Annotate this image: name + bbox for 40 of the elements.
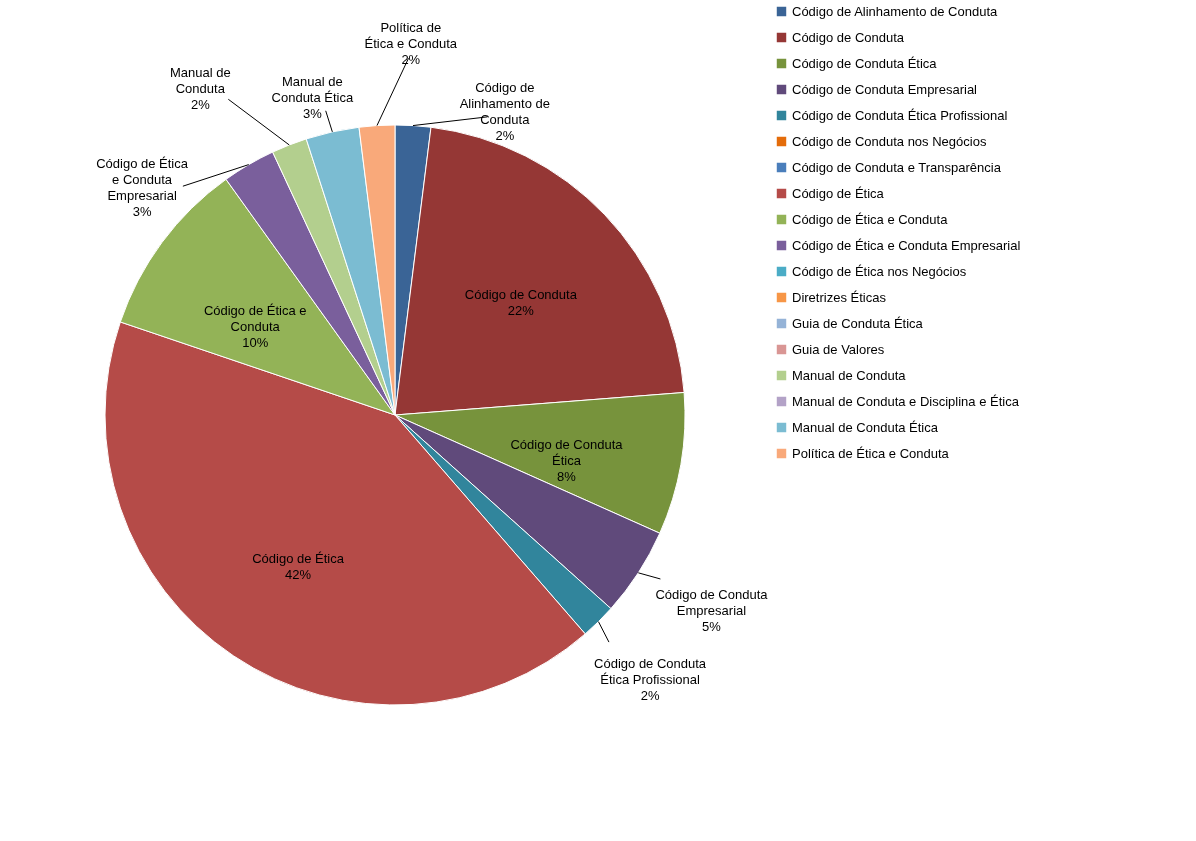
slice-label: Código de Conduta Empresarial (655, 586, 769, 618)
slice-label: Manual de Conduta (169, 64, 231, 96)
legend-label: Política de Ética e Conduta (792, 445, 950, 461)
slice-label: Código de Conduta (464, 286, 578, 302)
slice-label: Código de Ética (252, 551, 345, 567)
slice-label: Código de Alinhamento de Conduta (459, 80, 550, 128)
legend-label: Código de Conduta Empresarial (792, 81, 978, 97)
legend-label: Código de Conduta (792, 29, 905, 45)
data-label: 2% (640, 687, 660, 703)
legend-label: Código de Conduta Ética Profissional (792, 107, 1008, 123)
legend-label: Código de Alinhamento de Conduta (792, 3, 999, 19)
data-label: 3% (132, 204, 152, 220)
legend-label: Guia de Valores (792, 341, 885, 357)
legend-label: Código de Conduta Ética (792, 55, 938, 71)
legend-label: Código de Conduta e Transparência (792, 159, 1002, 175)
slice-label: Código de Conduta Ética (510, 436, 624, 468)
data-label: 8% (557, 468, 577, 484)
legend-label: Código de Ética nos Negócios (792, 263, 967, 279)
slice-label: Código de Ética e Conduta Empresarial (96, 156, 189, 204)
data-label: 22% (507, 302, 535, 318)
slice-label: Código de Ética e Conduta (203, 303, 307, 335)
slice-label: Política de Ética e Conduta (364, 20, 458, 52)
data-label: 10% (242, 335, 269, 351)
legend-label: Código de Ética e Conduta (792, 211, 949, 227)
legend-label: Manual de Conduta (792, 367, 907, 383)
legend-label: Código de Conduta nos Negócios (792, 133, 987, 149)
slice-label: Código de Conduta Ética Profissional (594, 655, 707, 687)
data-label: 3% (302, 105, 323, 121)
data-label: 2% (495, 128, 515, 144)
legend-label: Diretrizes Éticas (792, 289, 887, 305)
slice-label: Manual de Conduta Ética (271, 73, 354, 105)
legend-label: Manual de Conduta e Disciplina e Ética (792, 393, 1020, 409)
data-label: 2% (190, 96, 211, 112)
data-label: 42% (285, 567, 312, 583)
legend-label: Código de Ética e Conduta Empresarial (792, 237, 1021, 253)
data-label: 2% (401, 52, 421, 68)
data-label: 5% (702, 618, 722, 634)
legend-label: Código de Ética (792, 185, 885, 201)
legend-label: Manual de Conduta Ética (792, 419, 939, 435)
legend-label: Guia de Conduta Ética (792, 315, 924, 331)
